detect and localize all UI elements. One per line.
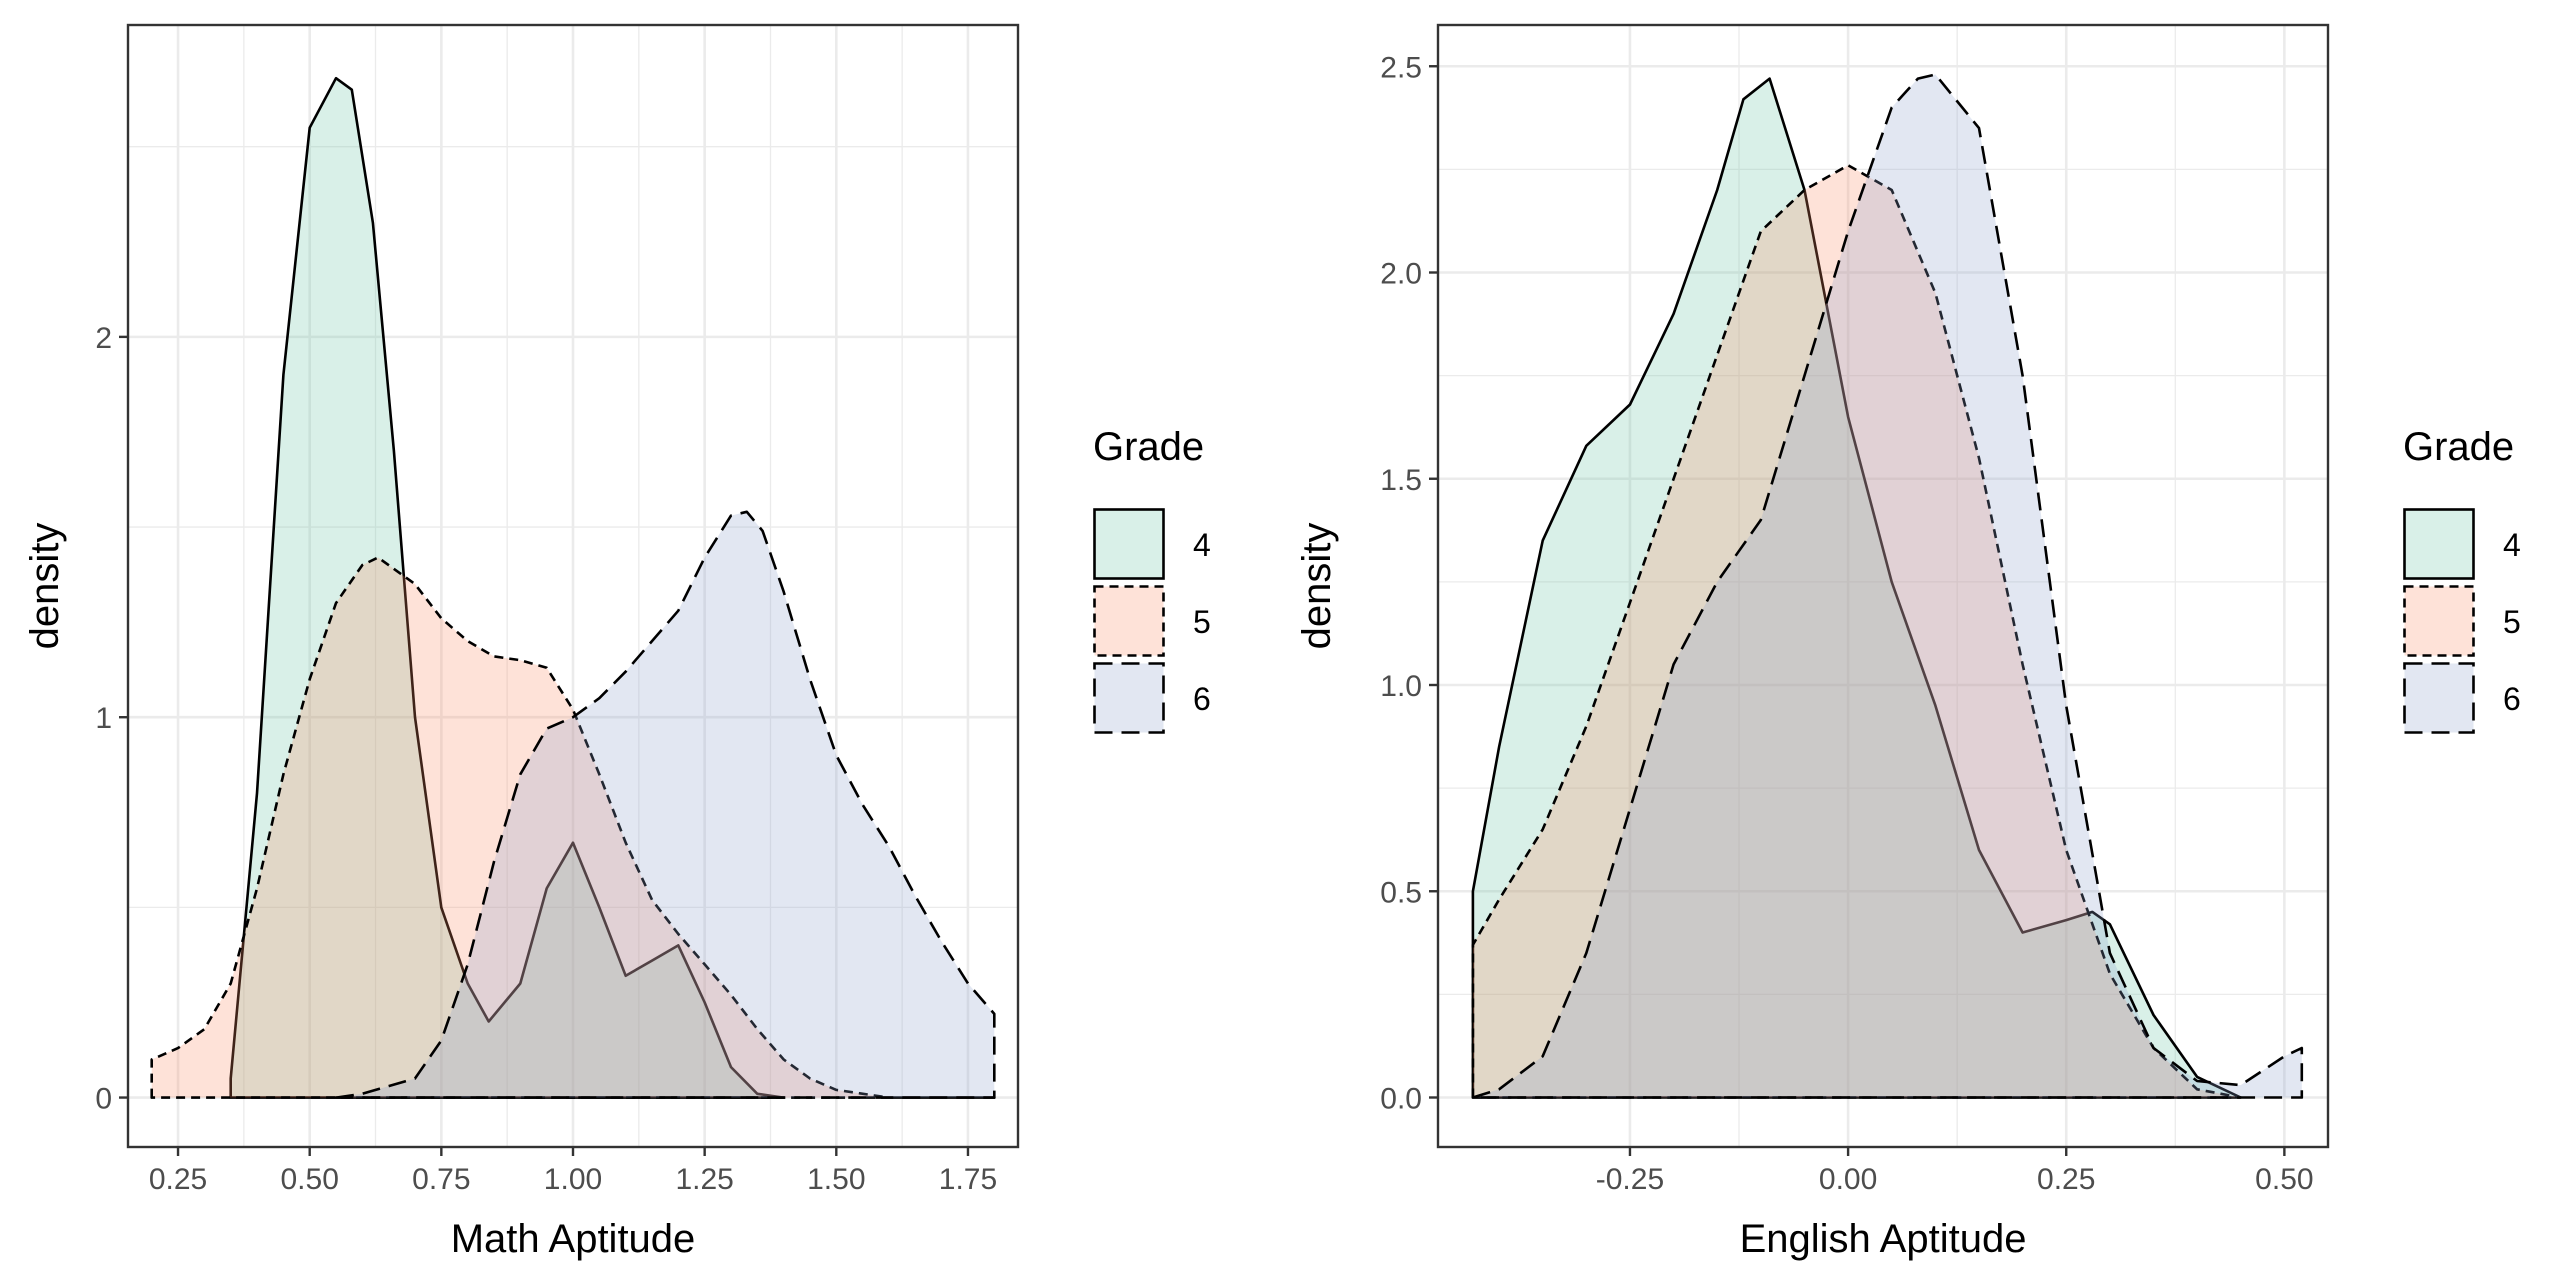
density-area-grade-6 [1471, 73, 2304, 1099]
legend-key-swatch [1093, 662, 1165, 734]
x-tick-label: 1.50 [807, 1163, 865, 1196]
y-tick-label: 2.0 [1380, 258, 1422, 291]
x-axis: -0.25 0.00 0.25 0.50 English Aptitude [1596, 1147, 2314, 1261]
x-tick-label: 0.50 [280, 1163, 338, 1196]
y-tick-label: 0.5 [1380, 876, 1422, 909]
y-tick-label: 1.0 [1380, 670, 1422, 703]
legend-key-swatch [2403, 585, 2475, 657]
legend-label: 4 [2503, 527, 2521, 563]
legend: Grade 4 5 6 [2403, 425, 2521, 734]
x-tick-label: 1.25 [675, 1163, 733, 1196]
x-tick-label: 0.00 [1819, 1163, 1877, 1196]
x-axis-title: English Aptitude [1740, 1217, 2027, 1261]
x-tick-label: 0.75 [412, 1163, 470, 1196]
y-tick-label: 1 [95, 702, 112, 735]
y-tick-label: 0.0 [1380, 1083, 1422, 1116]
legend-key-swatch [2403, 508, 2475, 580]
y-axis: 0 1 2 density [23, 322, 128, 1116]
legend-title: Grade [2403, 425, 2514, 469]
legend-item-grade-6: 6 [2403, 662, 2521, 734]
density-area-grade-4 [229, 76, 785, 1099]
y-axis-title: density [1295, 523, 1339, 650]
legend-label: 4 [1193, 527, 1211, 563]
x-tick-label: 0.25 [149, 1163, 207, 1196]
legend-key-background [2403, 585, 2475, 657]
legend-key-background [1093, 662, 1165, 734]
series-layer [1471, 73, 2304, 1099]
y-axis: 0.0 0.5 1.0 1.5 2.0 2.5 density [1295, 51, 1438, 1116]
y-axis-title: density [23, 523, 67, 650]
y-tick-label: 2 [95, 322, 112, 355]
y-tick-label: 2.5 [1380, 51, 1422, 84]
legend-key-background [1093, 585, 1165, 657]
legend-key-swatch [2403, 662, 2475, 734]
legend-item-grade-5: 5 [2403, 585, 2521, 657]
math-aptitude-density-chart: 0.25 0.50 0.75 1.00 1.25 1.50 1.75 Math Aptitud… [23, 23, 1211, 1261]
legend-item-grade-4: 4 [2403, 508, 2521, 580]
legend-key-background [2403, 662, 2475, 734]
legend-key-swatch [1093, 585, 1165, 657]
legend-label: 6 [1193, 681, 1211, 717]
x-tick-label: -0.25 [1596, 1163, 1664, 1196]
legend-item-grade-4: 4 [1093, 508, 1211, 580]
english-aptitude-density-chart: -0.25 0.00 0.25 0.50 English Aptitude 0.0 0.5 1… [1295, 23, 2521, 1261]
legend-item-grade-5: 5 [1093, 585, 1211, 657]
density-area-grade-4 [1471, 77, 2242, 1099]
x-axis-title: Math Aptitude [451, 1217, 696, 1261]
legend-title: Grade [1093, 425, 1204, 469]
density-area-grade-6 [334, 510, 996, 1099]
density-area-grade-5 [1471, 164, 2242, 1099]
legend-item-grade-6: 6 [1093, 662, 1211, 734]
x-axis: 0.25 0.50 0.75 1.00 1.25 1.50 1.75 Math Aptitud… [149, 1147, 997, 1261]
legend-label: 5 [2503, 604, 2521, 640]
panel-border [1436, 23, 2330, 1149]
x-tick-label: 1.75 [939, 1163, 997, 1196]
x-tick-label: 0.25 [2037, 1163, 2095, 1196]
x-tick-label: 0.50 [2255, 1163, 2313, 1196]
density-area-grade-5 [150, 556, 996, 1099]
legend-key-background [2403, 508, 2475, 580]
y-tick-label: 0 [95, 1083, 112, 1116]
y-tick-label: 1.5 [1380, 464, 1422, 497]
legend-label: 6 [2503, 681, 2521, 717]
legend-label: 5 [1193, 604, 1211, 640]
legend: Grade 4 5 6 [1093, 425, 1211, 734]
x-tick-label: 1.00 [544, 1163, 602, 1196]
legend-key-background [1093, 508, 1165, 580]
legend-key-swatch [1093, 508, 1165, 580]
series-layer [150, 76, 996, 1099]
